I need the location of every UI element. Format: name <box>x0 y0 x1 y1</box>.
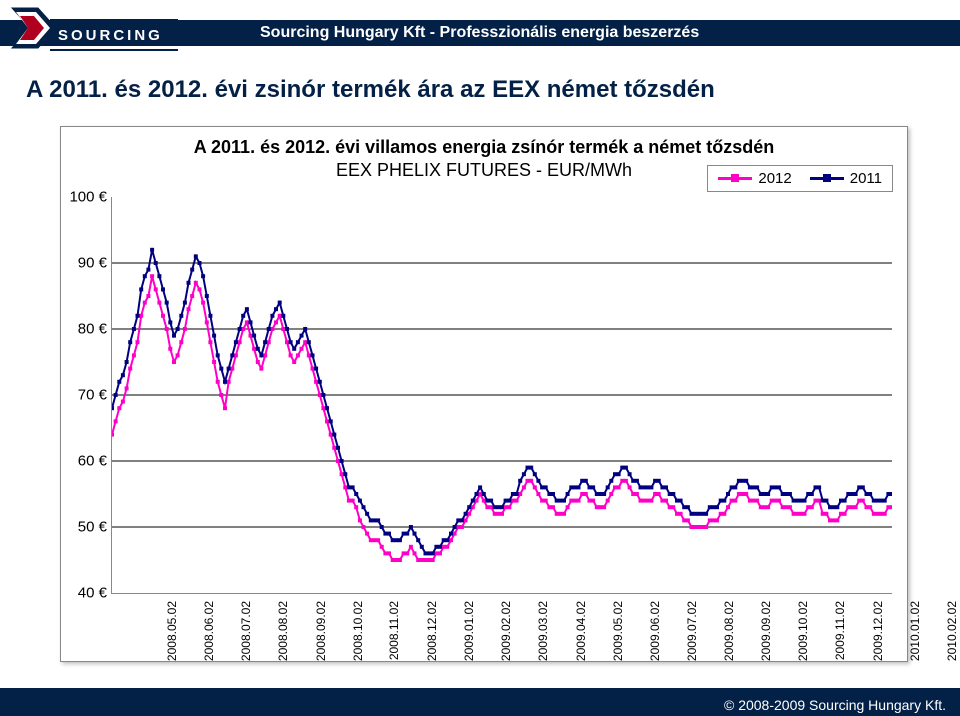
y-axis-labels: 40 €50 €60 €70 €80 €90 €100 € <box>65 197 107 593</box>
footer-copyright: © 2008-2009 Sourcing Hungary Kft. <box>724 697 946 713</box>
page-title: A 2011. és 2012. évi zsinór termék ára a… <box>26 76 715 104</box>
x-tick-label: 2008.06.02 <box>202 601 216 661</box>
y-tick-label: 60 € <box>78 453 107 470</box>
y-tick-label: 70 € <box>78 387 107 404</box>
legend-label-2012: 2012 <box>758 170 791 187</box>
y-tick-label: 40 € <box>78 585 107 602</box>
chart-frame: A 2011. és 2012. évi villamos energia zs… <box>60 126 908 662</box>
brand-logo: SOURCING <box>10 6 180 58</box>
x-tick-label: 2009.03.02 <box>536 601 550 661</box>
legend-label-2011: 2011 <box>850 170 882 187</box>
x-tick-label: 2009.10.02 <box>796 601 810 661</box>
legend-swatch-2011 <box>810 177 844 180</box>
x-tick-label: 2008.11.02 <box>387 601 401 660</box>
plot-svg <box>112 197 892 593</box>
x-tick-label: 2009.07.02 <box>685 601 699 661</box>
header: SOURCING Sourcing Hungary Kft - Professz… <box>0 0 960 60</box>
x-tick-label: 2009.11.02 <box>833 601 847 660</box>
x-tick-label: 2008.05.02 <box>165 601 179 661</box>
logo-text: SOURCING <box>58 27 163 44</box>
x-axis-labels: 2008.05.022008.06.022008.07.022008.08.02… <box>111 593 891 653</box>
y-tick-label: 80 € <box>78 321 107 338</box>
page-root: SOURCING Sourcing Hungary Kft - Professz… <box>0 0 960 716</box>
legend-swatch-2012 <box>718 177 752 180</box>
x-tick-label: 2009.06.02 <box>648 601 662 661</box>
x-tick-label: 2008.09.02 <box>314 601 328 661</box>
y-tick-label: 100 € <box>69 189 107 206</box>
x-tick-label: 2008.07.02 <box>239 601 253 661</box>
x-tick-label: 2009.12.02 <box>871 601 885 661</box>
y-tick-label: 50 € <box>78 519 107 536</box>
x-tick-label: 2008.12.02 <box>425 601 439 661</box>
x-tick-label: 2009.04.02 <box>574 601 588 661</box>
x-tick-label: 2009.02.02 <box>499 601 513 661</box>
legend-item-2012: 2012 <box>718 170 791 187</box>
header-title: Sourcing Hungary Kft - Professzionális e… <box>260 24 699 42</box>
x-tick-label: 2008.08.02 <box>276 601 290 661</box>
x-tick-label: 2009.08.02 <box>722 601 736 661</box>
x-tick-label: 2009.09.02 <box>759 601 773 661</box>
x-tick-label: 2008.10.02 <box>351 601 365 661</box>
plot-area <box>111 197 892 594</box>
y-tick-label: 90 € <box>78 255 107 272</box>
x-tick-label: 2010.02.02 <box>945 601 959 661</box>
x-tick-label: 2009.05.02 <box>611 601 625 661</box>
chart-title-l1: A 2011. és 2012. évi villamos energia zs… <box>61 137 907 158</box>
footer: © 2008-2009 Sourcing Hungary Kft. <box>0 690 960 716</box>
x-tick-label: 2010.01.02 <box>908 601 922 661</box>
legend-item-2011: 2011 <box>810 170 882 187</box>
x-tick-label: 2009.01.02 <box>462 601 476 661</box>
chart-legend: 2012 2011 <box>707 165 893 192</box>
